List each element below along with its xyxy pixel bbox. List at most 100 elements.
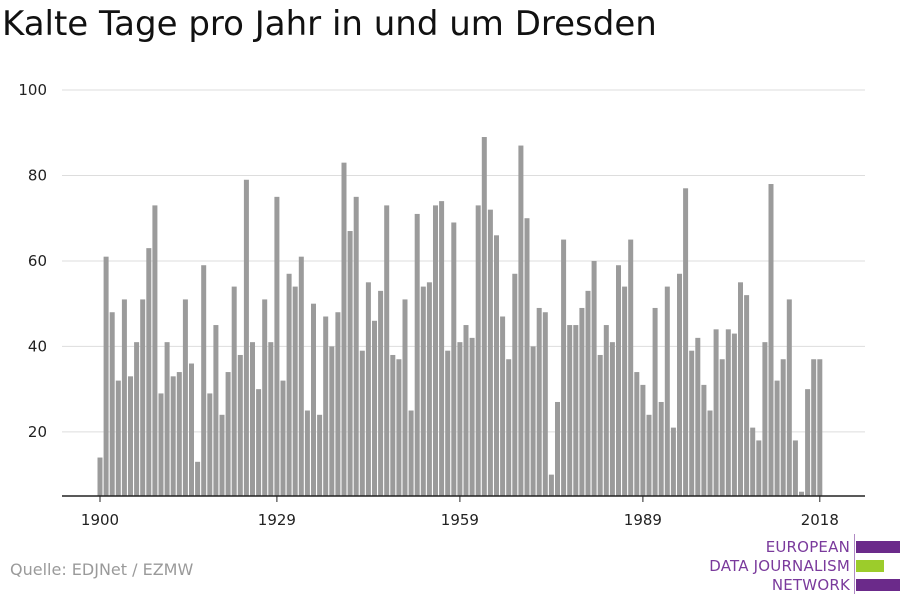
bar-1971: [530, 346, 536, 496]
y-tick-label: 60: [28, 252, 47, 270]
bar-1908: [146, 248, 152, 496]
bar-1951: [408, 410, 414, 496]
bar-1959: [457, 342, 463, 496]
y-tick-label: 40: [28, 337, 47, 355]
bar-2017: [811, 359, 817, 496]
bar-1921: [225, 372, 231, 496]
bar-1990: [646, 414, 652, 496]
bar-1958: [451, 222, 457, 497]
bar-1994: [670, 427, 676, 496]
bar-1996: [683, 188, 689, 496]
bar-1941: [347, 231, 353, 496]
logo-line-1: EUROPEAN: [765, 538, 850, 556]
bar-1955: [433, 205, 438, 497]
bar-1907: [140, 299, 146, 496]
bar-1965: [494, 235, 499, 496]
bar-1916: [195, 461, 201, 496]
bar-1974: [548, 474, 554, 496]
bar-1945: [372, 320, 377, 496]
bar-1936: [317, 414, 323, 496]
bar-1981: [591, 260, 597, 496]
bar-2010: [768, 184, 774, 496]
bar-1930: [280, 380, 286, 496]
bar-2018: [817, 359, 823, 496]
bar-1967: [506, 359, 512, 496]
bar-1903: [115, 380, 121, 496]
bar-1949: [396, 359, 402, 496]
bar-1911: [164, 342, 170, 496]
source-note: Quelle: EDJNet / EZMW: [10, 560, 194, 579]
y-tick-label: 20: [28, 423, 47, 441]
bar-1914: [182, 299, 188, 496]
bar-1962: [475, 205, 481, 497]
x-tick-label: 1900: [81, 511, 119, 529]
bar-1966: [500, 316, 506, 496]
bar-1992: [658, 401, 664, 496]
bar-1928: [268, 342, 274, 496]
bar-1953: [420, 286, 426, 496]
bar-1956: [439, 201, 445, 496]
bar-1944: [365, 282, 371, 496]
bar-1999: [701, 384, 707, 496]
bar-1902: [109, 312, 115, 496]
bar-2016: [805, 389, 811, 496]
bar-1972: [536, 307, 542, 496]
bar-1924: [243, 179, 249, 496]
bar-1942: [353, 196, 359, 496]
bar-1987: [628, 239, 634, 496]
bar-1918: [207, 393, 213, 496]
bar-2002: [719, 359, 725, 496]
bar-1937: [323, 316, 329, 496]
x-tick-label: 1989: [624, 511, 662, 529]
logo-line-3: NETWORK: [771, 576, 850, 594]
bar-2007: [750, 427, 756, 496]
bar-1940: [341, 162, 347, 496]
logo-bar-purple-top: [856, 541, 900, 553]
bar-1969: [518, 145, 524, 496]
bar-1998: [695, 337, 701, 496]
bar-2006: [744, 295, 750, 496]
bar-1979: [579, 307, 585, 496]
bar-1900: [97, 457, 103, 496]
bar-1991: [652, 307, 658, 496]
bar-1934: [304, 410, 310, 496]
logo-line-2: DATA JOURNALISM: [709, 557, 850, 575]
bar-1948: [390, 354, 396, 496]
bar-2012: [780, 359, 786, 496]
bar-1915: [189, 363, 194, 496]
x-tick-label: 1929: [258, 511, 296, 529]
bar-1976: [561, 239, 567, 496]
logo-bar-purple-bottom: [856, 579, 900, 591]
y-tick-label: 80: [28, 166, 47, 184]
y-tick-label: 100: [18, 81, 47, 99]
bar-2003: [725, 329, 731, 496]
x-tick-label: 1959: [441, 511, 479, 529]
bar-1988: [634, 372, 640, 496]
bar-1939: [335, 312, 341, 496]
bar-1909: [152, 205, 158, 497]
bar-1975: [555, 401, 560, 496]
bar-1935: [311, 303, 316, 496]
bar-2000: [707, 410, 713, 496]
bar-1983: [603, 325, 609, 496]
bar-2005: [738, 282, 743, 496]
edjnet-logo[interactable]: EUROPEAN DATA JOURNALISM NETWORK: [700, 534, 900, 594]
bar-1931: [286, 273, 292, 496]
bar-1980: [585, 290, 591, 496]
bar-2008: [756, 440, 762, 496]
bar-1943: [359, 350, 365, 496]
bar-2014: [792, 440, 798, 496]
bar-1986: [622, 286, 628, 496]
bar-2013: [786, 299, 792, 496]
bar-1985: [616, 265, 621, 496]
bar-1946: [378, 290, 384, 496]
bar-1964: [487, 209, 493, 497]
bar-1932: [292, 286, 298, 496]
bar-1904: [121, 299, 127, 496]
bar-1989: [640, 384, 646, 496]
bar-2001: [713, 329, 719, 496]
bar-1922: [231, 286, 237, 496]
bar-2004: [731, 333, 737, 496]
bar-1977: [567, 325, 573, 496]
